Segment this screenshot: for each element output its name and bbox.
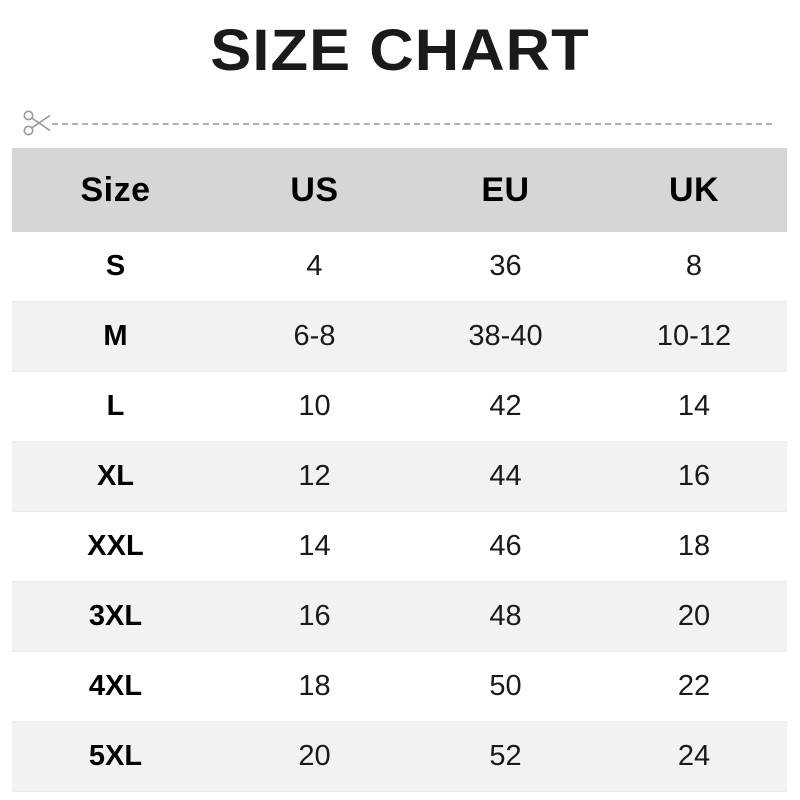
cell-size: 3XL [88, 600, 143, 632]
cell-us: 12 [298, 460, 331, 492]
cell-eu: 44 [489, 460, 522, 492]
cell-eu: 52 [489, 740, 522, 772]
table-row: L 10 42 14 [12, 371, 787, 442]
cell-size: 5XL [88, 740, 143, 772]
cell-us: 14 [298, 530, 331, 562]
table-row: XXL 14 46 18 [12, 511, 787, 582]
cell-uk: 20 [677, 600, 711, 632]
cell-size: XL [96, 460, 135, 492]
page-title: SIZE CHART [0, 22, 800, 80]
cell-uk: 18 [677, 530, 711, 562]
cell-eu: 42 [489, 390, 522, 422]
cell-uk: 24 [677, 740, 711, 772]
cell-uk: 22 [677, 670, 711, 702]
table-row: XL 12 44 16 [12, 441, 787, 512]
cell-uk: 10-12 [656, 320, 732, 352]
cell-us: 6-8 [293, 320, 336, 352]
cell-size: S [105, 250, 126, 282]
cell-uk: 14 [677, 390, 711, 422]
cell-eu: 48 [489, 600, 522, 632]
column-header-uk: UK [668, 170, 720, 209]
cell-uk: 8 [685, 250, 703, 282]
cell-size: L [106, 390, 125, 422]
column-header-eu: EU [481, 170, 530, 209]
cell-eu: 38-40 [468, 320, 543, 352]
table-header: Size US EU UK [12, 148, 787, 232]
cell-size: 4XL [88, 670, 143, 702]
size-chart-table: Size US EU UK S 4 36 8 M 6-8 38-40 10-12… [12, 148, 787, 792]
cell-us: 20 [298, 740, 331, 772]
cell-us: 16 [298, 600, 331, 632]
table-row: S 4 36 8 [12, 232, 787, 302]
table-row: 3XL 16 48 20 [12, 581, 787, 652]
cell-eu: 50 [489, 670, 522, 702]
cell-uk: 16 [677, 460, 711, 492]
table-header-row: Size US EU UK [12, 148, 787, 232]
cell-eu: 46 [489, 530, 522, 562]
table-row: 4XL 18 50 22 [12, 651, 787, 722]
cell-size: M [103, 320, 128, 352]
cell-us: 4 [306, 250, 323, 282]
column-header-us: US [290, 170, 339, 209]
cell-eu: 36 [489, 250, 522, 282]
table-row: M 6-8 38-40 10-12 [12, 301, 787, 372]
table-body: S 4 36 8 M 6-8 38-40 10-12 L 10 42 14 XL… [12, 232, 787, 792]
page-title-text: SIZE CHART [210, 18, 590, 83]
cut-line [20, 103, 772, 143]
scissors-icon [23, 110, 51, 136]
cell-us: 18 [298, 670, 331, 702]
cell-us: 10 [298, 390, 331, 422]
cut-line-dashes [52, 123, 772, 125]
table-row: 5XL 20 52 24 [12, 721, 787, 792]
column-header-size: Size [80, 170, 151, 209]
cell-size: XXL [87, 530, 144, 562]
